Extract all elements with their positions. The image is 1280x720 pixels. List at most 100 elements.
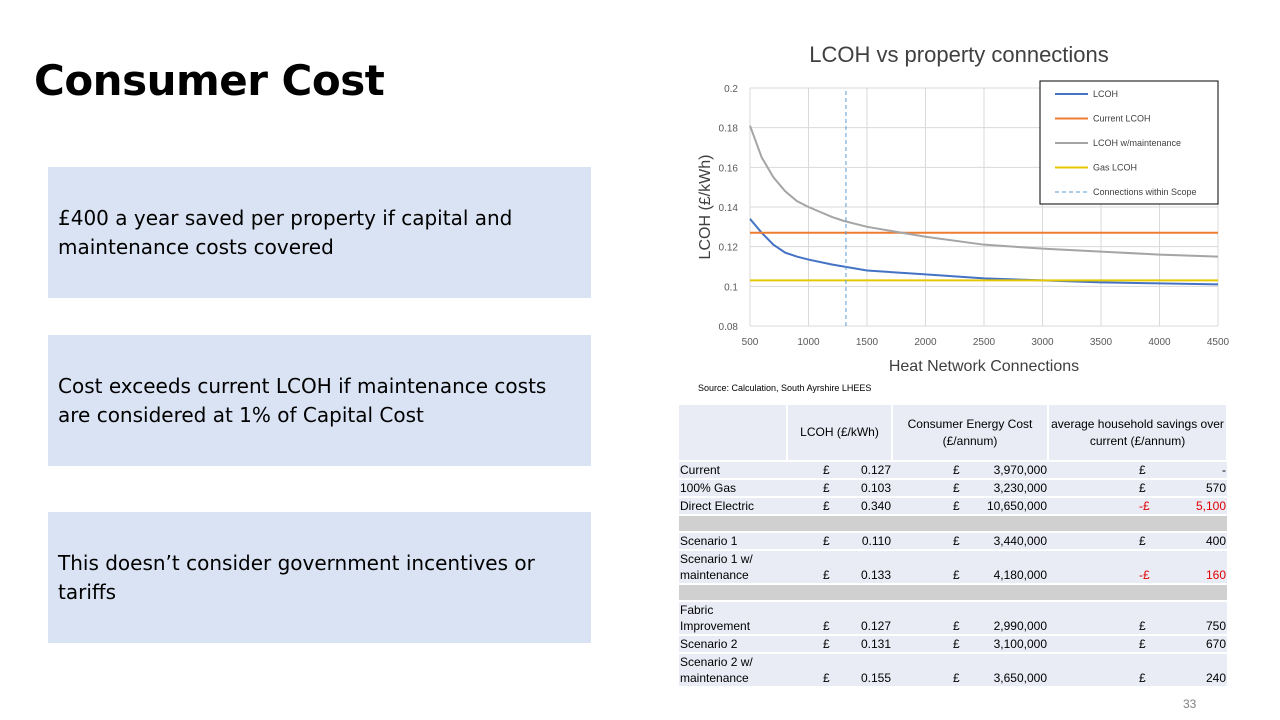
x-tick-label: 3500 xyxy=(1090,337,1113,348)
y-tick-label: 0.14 xyxy=(719,203,739,214)
x-tick-label: 2500 xyxy=(973,337,996,348)
cell-value: 3,440,000 xyxy=(993,534,1047,548)
cell-value: 400 xyxy=(1205,534,1226,548)
page-number: 33 xyxy=(1183,697,1197,711)
cell-value: - xyxy=(1222,463,1226,477)
cell-value: 0.110 xyxy=(861,534,891,548)
savings-cell: £400 xyxy=(1048,532,1227,551)
savings-cell: £670 xyxy=(1048,635,1227,654)
savings-cell-content: -£ 5,100 xyxy=(1049,498,1226,514)
legend-label: Current LCOH xyxy=(1093,114,1151,124)
currency-symbol: -£ xyxy=(1139,568,1150,582)
cell-value: 3,650,000 xyxy=(993,671,1047,685)
energy-cost-cell: £2,990,000 xyxy=(892,601,1048,636)
energy-cost-cell-content: £4,180,000 xyxy=(893,567,1047,583)
table-header-row: LCOH (£/kWh) Consumer Energy Cost (£/ann… xyxy=(679,405,1228,462)
currency-symbol: -£ xyxy=(1139,499,1150,513)
savings-cell-content: £750 xyxy=(1049,618,1226,634)
currency-symbol: £ xyxy=(823,637,830,651)
currency-symbol: £ xyxy=(823,619,830,633)
legend-label: Connections within Scope xyxy=(1093,187,1197,197)
separator-cell xyxy=(1048,515,1227,533)
x-tick-label: 4500 xyxy=(1207,337,1230,348)
separator-cell xyxy=(679,515,787,533)
cell-value: 0.127 xyxy=(860,619,891,633)
table-row: Direct Electric £0.340 £10,650,000 -£ 5,100 xyxy=(679,497,1227,516)
x-tick-label: 4000 xyxy=(1148,337,1171,348)
savings-cell: £570 xyxy=(1048,479,1227,498)
row-label: Scenario 1 w/ maintenance xyxy=(679,550,787,585)
chart-title: LCOH vs property connections xyxy=(809,42,1109,67)
row-label-text: Scenario 1 xyxy=(680,534,738,548)
currency-symbol: £ xyxy=(953,481,960,495)
savings-cell-content: £670 xyxy=(1049,636,1226,652)
cell-value: 670 xyxy=(1205,637,1226,651)
cell-value: 240 xyxy=(1205,671,1226,685)
y-tick-label: 0.16 xyxy=(719,163,739,174)
currency-symbol: £ xyxy=(953,671,960,685)
cell-value: 3,100,000 xyxy=(993,637,1047,651)
lcoh-cell: £0.131 xyxy=(787,635,892,654)
legend-label: LCOH xyxy=(1093,89,1118,99)
y-tick-label: 0.1 xyxy=(724,282,738,293)
lcoh-cell: £0.340 xyxy=(787,497,892,516)
lcoh-chart: 500 1000 1500 2000 2500 3000 3500 4000 4500 0.08 0… xyxy=(697,80,1230,375)
savings-cell-content: £ - xyxy=(1049,462,1226,478)
row-label-text: Fabric Improvement xyxy=(680,603,751,633)
cell-value: 0.127 xyxy=(860,463,891,477)
currency-symbol: £ xyxy=(953,534,960,548)
energy-cost-cell: £3,230,000 xyxy=(892,479,1048,498)
currency-symbol: £ xyxy=(953,637,960,651)
source-note: Source: Calculation, South Ayrshire LHEE… xyxy=(698,383,872,393)
x-tick-label: 3000 xyxy=(1031,337,1054,348)
currency-symbol: £ xyxy=(823,463,830,477)
table-row: Fabric Improvement £0.127 £2,990,000 £750 xyxy=(679,601,1227,636)
currency-symbol: £ xyxy=(953,619,960,633)
lcoh-cell: £0.103 xyxy=(787,479,892,498)
table-row: 100% Gas £0.103 £3,230,000 £570 xyxy=(679,479,1227,498)
savings-cell-content: -£ 160 xyxy=(1049,567,1226,583)
separator-cell xyxy=(892,584,1048,602)
cell-value: 570 xyxy=(1205,481,1226,495)
separator-cell xyxy=(787,515,892,533)
info-box-incentives: This doesn’t consider government incenti… xyxy=(48,512,591,643)
cell-value: 5,100 xyxy=(1195,499,1226,513)
separator-cell xyxy=(892,515,1048,533)
savings-cell: £240 xyxy=(1048,653,1227,688)
currency-symbol: £ xyxy=(823,671,830,685)
row-label-text: Scenario 1 w/ maintenance xyxy=(680,552,753,582)
cell-value: 0.133 xyxy=(860,568,891,582)
energy-cost-cell-content: £2,990,000 xyxy=(893,618,1047,634)
x-tick-label: 2000 xyxy=(914,337,937,348)
cell-value: 3,970,000 xyxy=(993,463,1047,477)
cell-value: 0.103 xyxy=(860,481,891,495)
y-tick-label: 0.18 xyxy=(719,124,739,135)
info-box-incentives-text: This doesn’t consider government incenti… xyxy=(58,550,535,604)
row-label: Current xyxy=(679,461,787,480)
energy-cost-cell-content: £10,650,000 xyxy=(893,498,1047,514)
savings-cell-content: £570 xyxy=(1049,480,1226,496)
table-header-blank xyxy=(679,405,788,462)
lcoh-cell-content: £0.340 xyxy=(788,498,891,514)
separator-cell xyxy=(1048,584,1227,602)
y-axis-label: LCOH (£/kWh) xyxy=(697,155,714,260)
info-box-savings-text: £400 a year saved per property if capita… xyxy=(58,205,513,259)
savings-cell: £ - xyxy=(1048,461,1227,480)
energy-cost-cell-content: £3,970,000 xyxy=(893,462,1047,478)
table-row: Scenario 2 w/ maintenance £0.155 £3,650,00… xyxy=(679,653,1227,688)
lcoh-cell: £0.133 xyxy=(787,550,892,585)
row-label: Fabric Improvement xyxy=(679,601,787,636)
currency-symbol: £ xyxy=(953,499,960,513)
currency-symbol: £ xyxy=(1139,534,1146,548)
cell-value: 0.340 xyxy=(860,499,891,513)
row-label-text: Current xyxy=(680,463,721,477)
x-tick-label: 1500 xyxy=(856,337,879,348)
lcoh-cell-content: £0.127 xyxy=(788,462,891,478)
row-label: Scenario 1 xyxy=(679,532,787,551)
row-label-text: Scenario 2 w/ maintenance xyxy=(680,655,753,685)
lcoh-cell-content: £0.127 xyxy=(788,618,891,634)
energy-cost-cell: £10,650,000 xyxy=(892,497,1048,516)
series-line-lcoh xyxy=(749,218,1219,286)
energy-cost-cell: £3,440,000 xyxy=(892,532,1048,551)
row-label: Direct Electric xyxy=(679,497,787,516)
